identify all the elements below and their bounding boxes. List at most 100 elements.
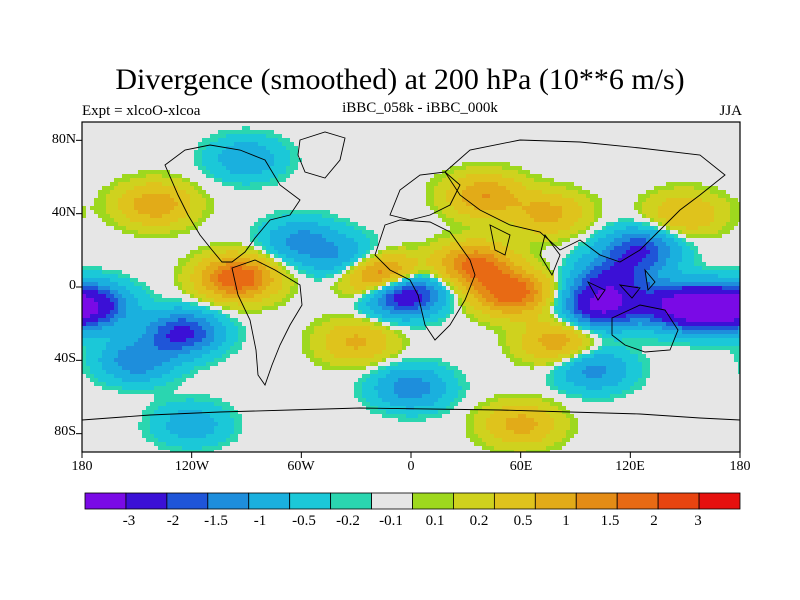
field-cell — [646, 234, 651, 239]
field-cell — [190, 238, 195, 243]
field-cell — [718, 218, 723, 223]
field-cell — [450, 238, 455, 243]
field-cell — [402, 138, 407, 143]
field-cell — [622, 186, 627, 191]
field-cell — [618, 130, 623, 135]
field-cell — [310, 122, 315, 127]
field-cell — [170, 174, 175, 179]
field-cell — [362, 230, 367, 235]
field-cell — [634, 146, 639, 151]
field-cell — [282, 230, 287, 235]
field-cell — [202, 158, 207, 163]
field-cell — [394, 182, 399, 187]
field-cell — [466, 210, 471, 215]
field-cell — [594, 134, 599, 139]
field-cell — [98, 174, 103, 179]
field-cell — [482, 226, 487, 231]
field-cell — [238, 174, 243, 179]
field-cell — [334, 138, 339, 143]
field-cell — [374, 138, 379, 143]
field-cell — [350, 174, 355, 179]
field-cell — [594, 146, 599, 151]
field-cell — [262, 238, 267, 243]
field-cell — [682, 206, 687, 211]
field-cell — [470, 154, 475, 159]
field-cell — [258, 138, 263, 143]
field-cell — [694, 182, 699, 187]
field-cell — [294, 194, 299, 199]
field-cell — [690, 170, 695, 175]
field-cell — [262, 130, 267, 135]
field-cell — [470, 174, 475, 179]
field-cell — [554, 190, 559, 195]
field-cell — [326, 198, 331, 203]
field-cell — [222, 194, 227, 199]
field-cell — [710, 142, 715, 147]
field-cell — [246, 154, 251, 159]
field-cell — [590, 218, 595, 223]
field-cell — [518, 214, 523, 219]
field-cell — [258, 226, 263, 231]
field-cell — [482, 158, 487, 163]
field-cell — [682, 126, 687, 131]
field-cell — [394, 138, 399, 143]
field-cell — [618, 170, 623, 175]
field-cell — [142, 226, 147, 231]
field-cell — [614, 122, 619, 127]
field-cell — [626, 126, 631, 131]
field-cell — [178, 134, 183, 139]
field-cell — [330, 122, 335, 127]
field-cell — [558, 190, 563, 195]
field-cell — [122, 166, 127, 171]
field-cell — [606, 218, 611, 223]
field-cell — [550, 150, 555, 155]
field-cell — [386, 138, 391, 143]
field-cell — [330, 234, 335, 239]
field-cell — [646, 226, 651, 231]
field-cell — [562, 226, 567, 231]
field-cell — [442, 190, 447, 195]
field-cell — [438, 238, 443, 243]
field-cell — [698, 130, 703, 135]
field-cell — [710, 190, 715, 195]
field-cell — [170, 238, 175, 243]
field-cell — [338, 222, 343, 227]
field-cell — [438, 158, 443, 163]
field-cell — [278, 214, 283, 219]
field-cell — [174, 194, 179, 199]
field-cell — [390, 202, 395, 207]
field-cell — [614, 146, 619, 151]
field-cell — [502, 194, 507, 199]
field-cell — [590, 214, 595, 219]
field-cell — [398, 126, 403, 131]
field-cell — [126, 202, 131, 207]
field-cell — [606, 178, 611, 183]
field-cell — [622, 182, 627, 187]
field-cell — [598, 222, 603, 227]
field-cell — [614, 206, 619, 211]
field-cell — [590, 178, 595, 183]
field-cell — [218, 202, 223, 207]
field-cell — [438, 166, 443, 171]
field-cell — [514, 134, 519, 139]
field-cell — [602, 150, 607, 155]
field-cell — [170, 230, 175, 235]
field-cell — [474, 206, 479, 211]
field-cell — [466, 206, 471, 211]
field-cell — [482, 202, 487, 207]
field-cell — [390, 178, 395, 183]
field-cell — [162, 138, 167, 143]
field-cell — [486, 126, 491, 131]
field-cell — [382, 166, 387, 171]
field-cell — [202, 242, 207, 247]
field-cell — [326, 194, 331, 199]
field-cell — [174, 230, 179, 235]
field-cell — [550, 222, 555, 227]
field-cell — [610, 130, 615, 135]
field-cell — [302, 174, 307, 179]
field-cell — [718, 194, 723, 199]
field-cell — [182, 154, 187, 159]
field-cell — [282, 210, 287, 215]
field-cell — [194, 190, 199, 195]
field-cell — [342, 218, 347, 223]
